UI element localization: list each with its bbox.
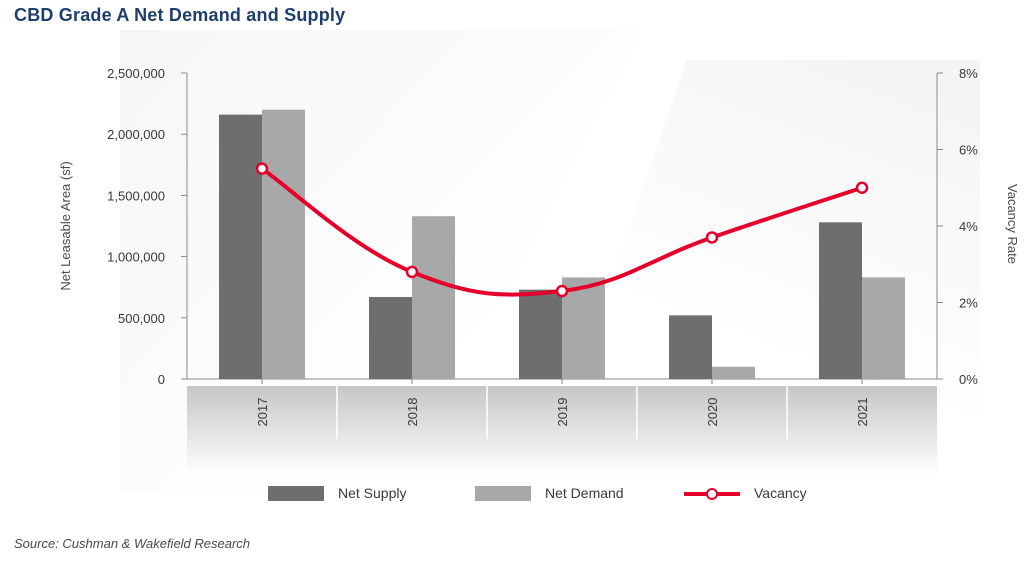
y-tick-label-left: 1,000,000	[107, 250, 165, 265]
y-tick-label-left: 0	[158, 372, 165, 387]
legend-item-vacancy: Vacancy	[684, 482, 807, 504]
y-axis-title-left: Net Leasable Area (sf)	[58, 161, 73, 290]
x-tick-label: 2018	[405, 398, 420, 427]
vacancy-point	[555, 284, 569, 298]
legend-label-net-demand: Net Demand	[545, 485, 624, 501]
bar-net-demand	[262, 109, 305, 379]
bar-net-supply	[519, 289, 562, 379]
legend-swatch-net-demand	[475, 485, 531, 501]
bar-net-supply	[669, 315, 712, 379]
y-tick-label-left: 2,500,000	[107, 66, 165, 81]
bar-net-demand	[712, 366, 755, 379]
vacancy-point	[405, 265, 419, 279]
y-tick-label-right: 2%	[959, 296, 978, 311]
legend-swatch-vacancy	[684, 486, 740, 501]
y-tick-label-left: 1,500,000	[107, 188, 165, 203]
legend-swatch-net-supply	[268, 485, 324, 501]
bar-net-demand	[562, 277, 605, 379]
y-tick-label-left: 2,000,000	[107, 127, 165, 142]
bar-net-supply	[819, 222, 862, 379]
vacancy-point	[705, 231, 719, 244]
x-tick-label: 2017	[255, 398, 270, 427]
legend-item-net-demand: Net Demand	[475, 482, 624, 504]
y-tick-label-right: 4%	[959, 219, 978, 234]
category-axis-band	[187, 386, 937, 476]
legend-item-net-supply: Net Supply	[268, 482, 406, 504]
bar-net-supply	[369, 296, 412, 379]
y-tick-label-right: 0%	[959, 372, 978, 387]
legend-label-net-supply: Net Supply	[338, 485, 407, 501]
bar-net-supply	[219, 114, 262, 379]
y-tick-label-right: 8%	[959, 66, 978, 81]
chart-title: CBD Grade A Net Demand and Supply	[14, 5, 346, 25]
vacancy-point	[855, 181, 869, 194]
bar-net-demand	[412, 216, 455, 379]
y-tick-label-right: 6%	[959, 143, 978, 158]
source-note: Source: Cushman & Wakefield Research	[14, 536, 251, 551]
y-tick-label-left: 500,000	[118, 311, 165, 326]
legend: Net Supply Net Demand Vacancy	[0, 482, 1024, 504]
x-tick-label: 2021	[855, 398, 870, 427]
vacancy-point	[255, 162, 269, 175]
vacancy-line	[260, 166, 864, 297]
bar-net-demand	[862, 277, 905, 379]
x-tick-label: 2020	[705, 398, 720, 427]
y-axis-title-right: Vacancy Rate	[1005, 184, 1020, 264]
legend-label-vacancy: Vacancy	[754, 485, 807, 501]
x-tick-label: 2019	[555, 398, 570, 427]
